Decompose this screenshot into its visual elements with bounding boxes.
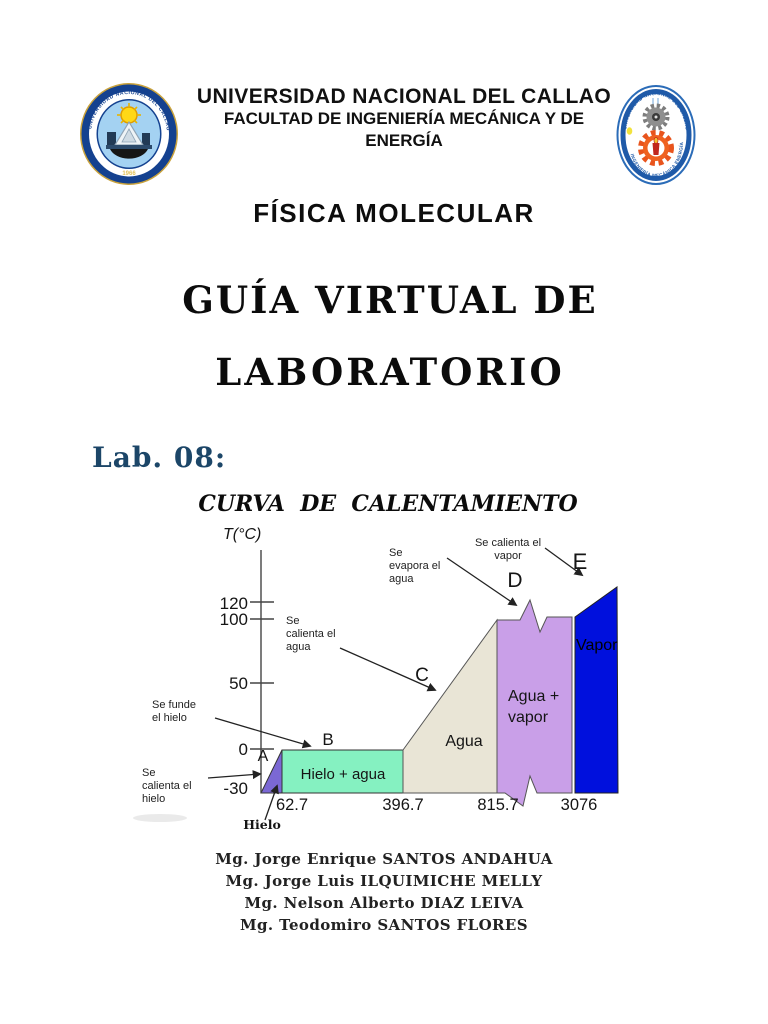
y-axis-title: T(°C) xyxy=(223,526,262,543)
building-icon xyxy=(107,132,116,146)
lamp-icon xyxy=(652,143,660,155)
x-tick-3076: 3076 xyxy=(560,796,598,814)
region-label-vapor: Vapor xyxy=(576,637,618,654)
seal-year: 1966 xyxy=(122,171,136,177)
point-label-e: E xyxy=(572,549,588,574)
main-title-line1: GUÍA VIRTUAL DE xyxy=(182,278,598,322)
author-line-3: Mg. Nelson Alberto DIAZ LEIVA xyxy=(244,894,524,912)
annotation-melt-ice: Se funde el hielo xyxy=(152,699,197,724)
annotation-heat-water: Se calienta el agua xyxy=(286,615,336,653)
melt-ice-arrow xyxy=(214,717,312,749)
x-tick-62.7: 62.7 xyxy=(275,796,309,814)
point-label-c: C xyxy=(415,665,429,686)
faculty-seal-logo: UNIVERSIDAD NACIONAL DEL CALLAO INGENIER… xyxy=(616,85,696,186)
y-tick-100: 100 xyxy=(219,610,248,629)
region-water xyxy=(402,618,498,794)
heating-curve-chart: T(°C) 120 100 50 0 -30 62.7 396.7 815.7 … xyxy=(130,490,660,855)
heat-vapor-arrow xyxy=(544,547,584,577)
university-seal-icon: UNIVERSIDAD NACIONAL DEL CALLAO 1966 xyxy=(80,83,178,185)
annotation-heat-ice: Se calienta el hielo xyxy=(142,767,192,805)
building-icon xyxy=(142,133,150,146)
region-label-water: Agua xyxy=(445,733,483,750)
lab-number: Lab. 08: xyxy=(92,441,227,474)
point-label-b: B xyxy=(322,730,334,749)
faculty-name-line2: ENERGÍA xyxy=(365,131,443,150)
annotation-arrows xyxy=(207,547,584,821)
heat-ice-arrow xyxy=(207,770,262,780)
author-line-2: Mg. Jorge Luis ILQUIMICHE MELLY xyxy=(225,872,543,890)
evaporate-arrow xyxy=(446,557,518,607)
red-gear-icon xyxy=(638,130,674,166)
y-tick-0: 0 xyxy=(238,740,248,759)
chart-canvas xyxy=(133,547,619,822)
x-tick-815.7: 815.7 xyxy=(477,796,519,814)
author-line-1: Mg. Jorge Enrique SANTOS ANDAHUA xyxy=(215,850,553,868)
y-tick-neg30: -30 xyxy=(223,779,248,798)
region-label-ice: Hielo xyxy=(243,817,281,832)
university-name: UNIVERSIDAD NACIONAL DEL CALLAO xyxy=(196,85,612,108)
region-label-water-vapor: Agua + vapor xyxy=(508,688,560,726)
annotation-evaporate-water: Se evapora el agua xyxy=(389,547,441,585)
main-title-line2: LABORATORIO xyxy=(215,350,565,394)
heat-water-arrow xyxy=(339,647,437,692)
drop-icon xyxy=(626,127,633,135)
university-seal-logo: UNIVERSIDAD NACIONAL DEL CALLAO 1966 xyxy=(79,82,179,186)
region-label-ice-water: Hielo + agua xyxy=(300,766,386,783)
point-label-d: D xyxy=(507,569,523,592)
course-title: FÍSICA MOLECULAR xyxy=(253,198,535,228)
region-vapor xyxy=(574,586,619,794)
faculty-name-line1: FACULTAD DE INGENIERÍA MECÁNICA Y DE xyxy=(223,109,585,128)
point-label-a: A xyxy=(257,748,269,765)
x-tick-396.7: 396.7 xyxy=(382,796,424,814)
authors-block: Mg. Jorge Enrique SANTOS ANDAHUA Mg. Jor… xyxy=(0,850,768,938)
y-axis-ticks xyxy=(250,601,274,750)
y-tick-50: 50 xyxy=(229,674,248,693)
annotation-heat-vapor: Se calienta el vapor xyxy=(474,537,542,562)
gray-gear-icon xyxy=(642,103,670,131)
faculty-seal-icon: UNIVERSIDAD NACIONAL DEL CALLAO INGENIER… xyxy=(616,85,696,185)
region-water-vapor xyxy=(496,598,573,807)
print-smudge xyxy=(133,814,187,822)
author-line-4: Mg. Teodomiro SANTOS FLORES xyxy=(240,916,528,934)
chart-title: CURVA DE CALENTAMIENTO xyxy=(198,491,578,517)
ice-caption-arrow xyxy=(264,784,279,821)
gear-icon xyxy=(110,149,148,159)
y-tick-120: 120 xyxy=(219,594,248,613)
